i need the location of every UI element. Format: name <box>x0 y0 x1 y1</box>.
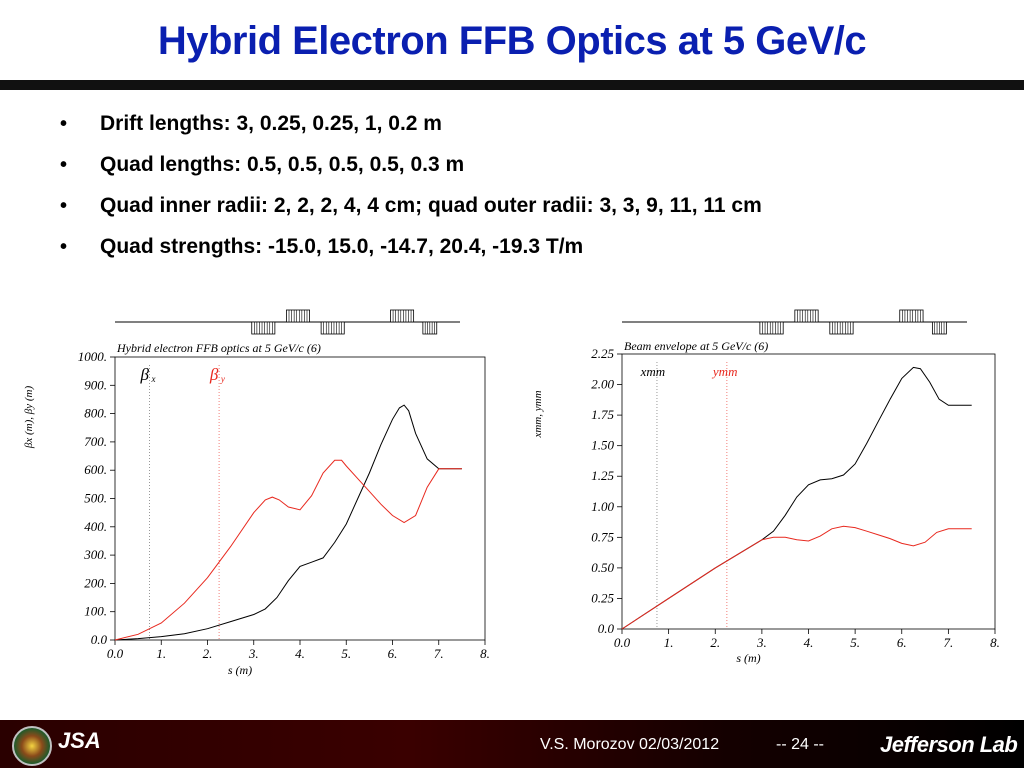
magnet-layout <box>115 309 460 335</box>
x-tick-label: 1. <box>664 635 674 650</box>
y-tick-label: 1.75 <box>591 407 614 422</box>
footer-bar: JSA V.S. Morozov 02/03/2012 -- 24 -- Jef… <box>0 720 1024 768</box>
bullet-item: • Quad strengths: -15.0, 15.0, -14.7, 20.… <box>60 233 762 274</box>
y-tick-label: 1.25 <box>591 468 614 483</box>
jefferson-lab-logo: Jefferson Lab <box>880 732 1018 757</box>
x-tick-label: 0.0 <box>107 646 124 661</box>
y-tick-label: 1000. <box>78 349 107 364</box>
x-tick-label: 3. <box>248 646 259 661</box>
y-tick-label: 400. <box>84 519 107 534</box>
x-tick-label: 7. <box>434 646 444 661</box>
y-tick-label: 1.00 <box>591 499 614 514</box>
bullet-dot: • <box>60 154 68 176</box>
series-line-2 <box>621 525 972 630</box>
x-tick-label: 5. <box>850 635 860 650</box>
x-tick-label: 3. <box>756 635 767 650</box>
quadrupole-magnet-2 <box>794 309 819 323</box>
quadrupole-magnet-4 <box>390 309 415 323</box>
bullet-item: • Quad inner radii: 2, 2, 2, 4, 4 cm; qua… <box>60 192 762 233</box>
y-tick-label: 1.50 <box>591 438 614 453</box>
x-tick-label: 4. <box>804 635 814 650</box>
jlab-seal-logo <box>12 726 52 766</box>
x-axis-label: s (m) <box>228 663 252 677</box>
y-tick-label: 800. <box>84 406 107 421</box>
legend-entry-1: β <box>139 365 149 384</box>
bullet-text-quad-lengths: Quad lengths: 0.5, 0.5, 0.5, 0.5, 0.3 m <box>100 153 465 176</box>
x-tick-label: 8. <box>990 635 1000 650</box>
x-tick-label: 6. <box>388 646 398 661</box>
y-axis-label: xmm, ymm <box>532 390 544 438</box>
chart-title: Hybrid electron FFB optics at 5 GeV/c (6… <box>116 341 321 355</box>
series-line-2 <box>114 459 462 641</box>
y-tick-label: 0.50 <box>591 560 614 575</box>
legend-subscript-2: y <box>220 374 225 384</box>
title-divider <box>0 80 1024 90</box>
y-tick-label: 500. <box>84 491 107 506</box>
bullet-text-quad-strengths: Quad strengths: -15.0, 15.0, -14.7, 20.4… <box>100 235 584 258</box>
y-tick-label: 900. <box>84 377 107 392</box>
y-tick-label: 200. <box>84 575 107 590</box>
y-tick-label: 0.0 <box>91 632 108 647</box>
series-line-1 <box>114 404 462 641</box>
legend-entry-2: ymm <box>711 364 738 379</box>
bullet-item: • Quad lengths: 0.5, 0.5, 0.5, 0.5, 0.3 m <box>60 151 762 192</box>
x-tick-label: 2. <box>203 646 213 661</box>
bullet-dot: • <box>60 236 68 258</box>
series-line-1 <box>621 366 972 630</box>
x-tick-label: 5. <box>341 646 351 661</box>
slide-title: Hybrid Electron FFB Optics at 5 GeV/c <box>157 19 867 63</box>
y-tick-label: 2.00 <box>591 377 614 392</box>
beta-function-chart: Hybrid electron FFB optics at 5 GeV/c (6… <box>23 309 490 677</box>
footer-page-number: -- 24 -- <box>776 736 824 753</box>
legend-entry-2: β <box>209 365 219 384</box>
x-tick-label: 1. <box>156 646 166 661</box>
x-tick-label: 0.0 <box>614 635 631 650</box>
bullet-list: • Drift lengths: 3, 0.25, 0.25, 1, 0.2 m … <box>60 110 762 274</box>
x-tick-label: 2. <box>710 635 720 650</box>
y-tick-label: 100. <box>84 604 107 619</box>
y-tick-label: 0.25 <box>591 590 614 605</box>
bullet-text-quad-radii: Quad inner radii: 2, 2, 2, 4, 4 cm; quad… <box>100 194 762 217</box>
bullet-dot: • <box>60 195 68 217</box>
y-tick-label: 0.0 <box>598 621 615 636</box>
x-axis-label: s (m) <box>736 651 760 665</box>
quadrupole-magnet-3 <box>320 321 345 335</box>
y-tick-label: 2.25 <box>591 346 614 361</box>
quadrupole-magnet-1 <box>759 321 784 335</box>
magnet-layout <box>622 309 967 335</box>
quadrupole-magnet-3 <box>829 321 854 335</box>
x-tick-label: 6. <box>897 635 907 650</box>
footer-author-date: V.S. Morozov 02/03/2012 <box>540 736 720 753</box>
legend-entry-1: xmm <box>640 364 666 379</box>
x-tick-label: 7. <box>944 635 954 650</box>
chart-title: Beam envelope at 5 GeV/c (6) <box>624 339 768 353</box>
x-tick-label: 8. <box>480 646 490 661</box>
jsa-logo: JSA <box>58 728 101 753</box>
y-tick-label: 300. <box>83 547 107 562</box>
y-axis-label: βx (m), βy (m) <box>23 386 35 450</box>
beam-envelope-chart: Beam envelope at 5 GeV/c (6) 0.0 1. 2. 3. 4. 5… <box>532 309 1000 665</box>
bullet-dot: • <box>60 113 68 135</box>
bullet-text-drift: Drift lengths: 3, 0.25, 0.25, 1, 0.2 m <box>100 112 442 135</box>
y-tick-label: 0.75 <box>591 529 614 544</box>
y-tick-label: 700. <box>84 434 107 449</box>
plot-frame <box>114 356 486 641</box>
x-tick-label: 4. <box>295 646 305 661</box>
bullet-item: • Drift lengths: 3, 0.25, 0.25, 1, 0.2 m <box>60 110 762 151</box>
quadrupole-magnet-2 <box>286 309 310 323</box>
legend-subscript-1: x <box>150 374 155 384</box>
quadrupole-magnet-4 <box>899 309 924 323</box>
quadrupole-magnet-1 <box>251 321 276 335</box>
plot-frame <box>621 353 996 630</box>
y-tick-label: 600. <box>84 462 107 477</box>
